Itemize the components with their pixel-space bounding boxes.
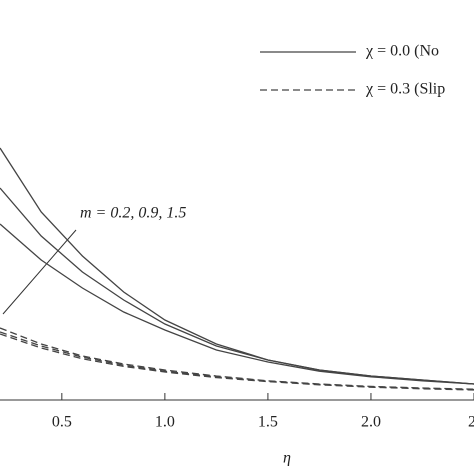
annotation-arrow [2,229,77,315]
legend-label: χ = 0.0 (No [365,43,439,60]
series-line [0,333,474,391]
legend-label: χ = 0.3 (Slip [365,81,445,98]
series-line [0,223,474,385]
series-line [0,187,474,385]
x-axis-label: η [283,450,291,467]
x-tick-label: 2. [468,414,474,431]
series-line [0,331,474,391]
x-tick-label: 1.5 [258,414,278,431]
series-line [0,147,474,385]
series-line [0,327,474,390]
x-tick-label: 1.0 [155,414,175,431]
annotation: m = 0.2, 0.9, 1.5 [80,205,186,222]
x-tick-label: 2.0 [361,414,381,431]
x-tick-label: 0.5 [52,414,72,431]
